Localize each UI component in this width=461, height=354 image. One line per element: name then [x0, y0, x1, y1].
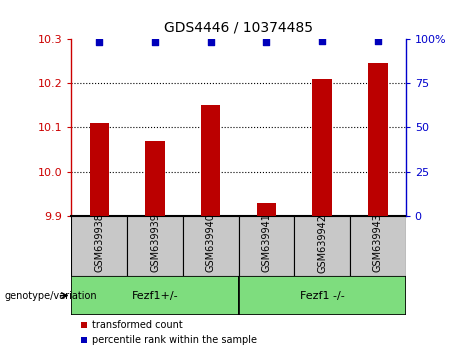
Bar — [183, 216, 238, 276]
Point — [263, 40, 270, 45]
Text: Fezf1+/-: Fezf1+/- — [132, 291, 178, 301]
Bar — [89, 123, 109, 216]
Bar — [257, 202, 276, 216]
Bar — [71, 276, 239, 315]
Bar — [313, 79, 332, 216]
Title: GDS4446 / 10374485: GDS4446 / 10374485 — [164, 21, 313, 35]
Text: GSM639943: GSM639943 — [373, 213, 383, 273]
Point — [151, 40, 159, 45]
Text: Fezf1 -/-: Fezf1 -/- — [300, 291, 344, 301]
Point — [95, 40, 103, 45]
Text: GSM639942: GSM639942 — [317, 213, 327, 273]
Text: GSM639941: GSM639941 — [261, 213, 272, 273]
Text: genotype/variation: genotype/variation — [5, 291, 97, 301]
Bar — [145, 141, 165, 216]
Bar — [127, 216, 183, 276]
Legend: transformed count, percentile rank within the sample: transformed count, percentile rank withi… — [77, 316, 261, 349]
Bar — [238, 276, 406, 315]
Text: GSM639938: GSM639938 — [95, 213, 104, 273]
Point — [319, 38, 326, 44]
Bar — [238, 216, 294, 276]
Point — [374, 38, 382, 44]
Text: GSM639939: GSM639939 — [150, 213, 160, 273]
Bar — [201, 105, 220, 216]
Bar — [368, 63, 388, 216]
Text: GSM639940: GSM639940 — [206, 213, 216, 273]
Bar — [71, 216, 127, 276]
Point — [207, 40, 214, 45]
Bar — [350, 216, 406, 276]
Bar — [294, 216, 350, 276]
